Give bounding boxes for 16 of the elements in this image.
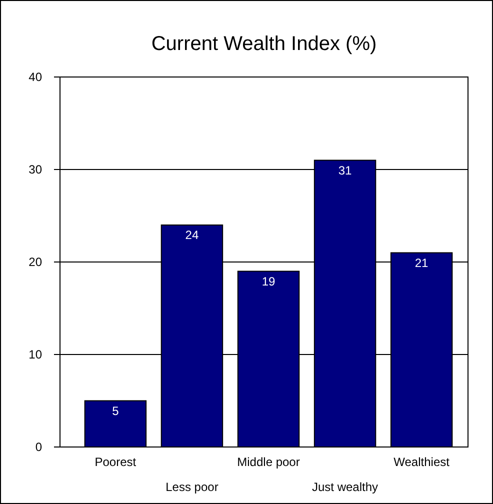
x-tick-label: Wealthiest	[394, 455, 450, 469]
data-label: 31	[338, 163, 352, 178]
y-tick-label: 30	[28, 162, 42, 177]
data-label: 24	[185, 228, 199, 242]
x-tick-label: Less poor	[166, 480, 218, 494]
data-label: 19	[262, 274, 276, 288]
x-tick-label: Middle poor	[237, 455, 300, 469]
y-tick-label: 20	[28, 255, 42, 270]
x-tick-label: Just wealthy	[312, 480, 378, 494]
data-label: 5	[112, 404, 120, 418]
y-tick-label: 10	[28, 348, 42, 362]
chart-title: Current Wealth Index (%)	[151, 33, 377, 55]
y-tick-label: 40	[28, 70, 42, 84]
data-label: 21	[414, 256, 429, 270]
y-tick-label: 0	[35, 440, 42, 454]
x-tick-label: Poorest	[94, 455, 137, 469]
